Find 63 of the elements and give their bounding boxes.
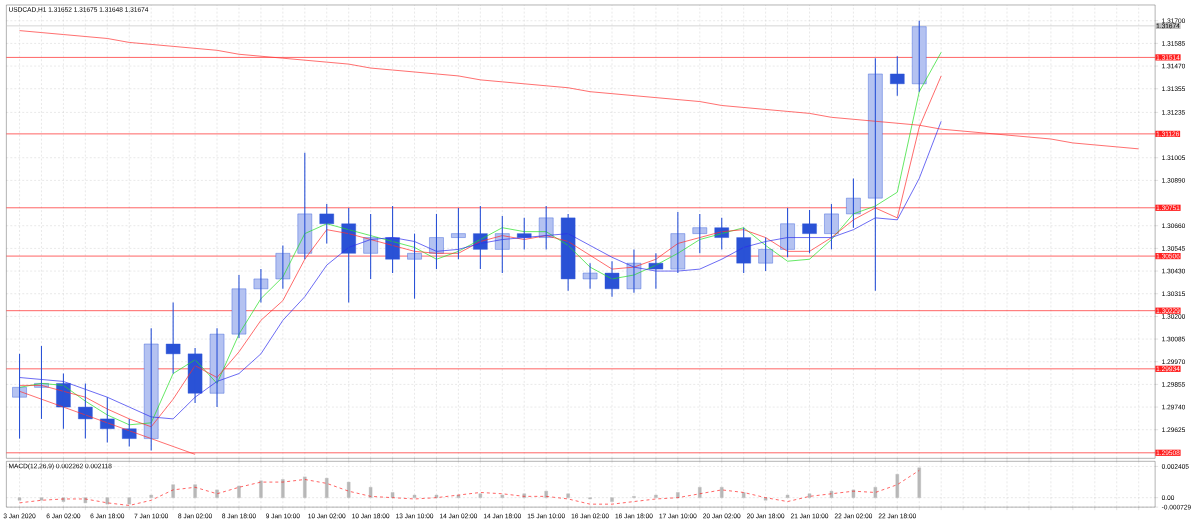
candlestick <box>802 209 817 254</box>
candlestick <box>912 20 927 93</box>
bar <box>785 494 790 498</box>
candlestick <box>824 203 839 250</box>
candlestick <box>319 203 334 244</box>
bar <box>105 497 109 505</box>
bar <box>193 484 197 498</box>
candlestick <box>100 396 115 444</box>
bar <box>149 494 153 498</box>
bar <box>171 484 175 498</box>
bar <box>917 467 921 498</box>
candlestick <box>582 262 598 290</box>
candlestick <box>560 213 576 292</box>
bar <box>347 481 351 498</box>
candlestick <box>868 57 883 292</box>
line-series <box>19 470 920 506</box>
candlestick <box>604 260 620 298</box>
candlestick <box>451 207 466 260</box>
bar <box>368 487 373 498</box>
bar <box>325 477 329 498</box>
candlestick <box>143 327 159 451</box>
candlestick <box>78 382 93 440</box>
candlestick <box>209 327 225 408</box>
candlestick <box>780 207 795 258</box>
bar <box>544 490 548 498</box>
candlestick <box>231 274 247 339</box>
bar <box>281 479 285 498</box>
candlestick <box>736 227 751 274</box>
candlestick <box>670 211 686 274</box>
bar <box>610 497 614 502</box>
candlestick <box>165 302 181 375</box>
bar <box>17 497 22 501</box>
candlestick <box>648 252 664 290</box>
bar <box>676 492 680 498</box>
bar <box>478 493 483 498</box>
bar <box>654 494 658 498</box>
bar <box>215 489 219 498</box>
candlestick <box>890 55 905 97</box>
bar <box>259 480 263 498</box>
candlestick <box>407 233 422 300</box>
candlestick <box>12 353 27 440</box>
candlestick <box>692 213 708 254</box>
bar <box>390 492 395 498</box>
bar <box>500 494 504 498</box>
candlestick <box>758 236 773 272</box>
candlestick <box>297 152 313 260</box>
bar <box>873 487 878 498</box>
candlestick <box>846 177 861 229</box>
candlestick <box>122 418 137 448</box>
bar <box>895 474 899 498</box>
bar <box>763 497 768 501</box>
candlestick <box>187 347 203 404</box>
bar <box>237 485 241 498</box>
bar <box>127 497 131 505</box>
bar <box>698 487 702 498</box>
bar <box>412 494 417 498</box>
bar <box>851 489 856 498</box>
bar <box>39 497 44 501</box>
candlestick <box>253 268 269 304</box>
bar <box>566 493 570 498</box>
candlestick <box>275 244 291 290</box>
bar <box>303 476 307 498</box>
bar <box>829 490 834 498</box>
